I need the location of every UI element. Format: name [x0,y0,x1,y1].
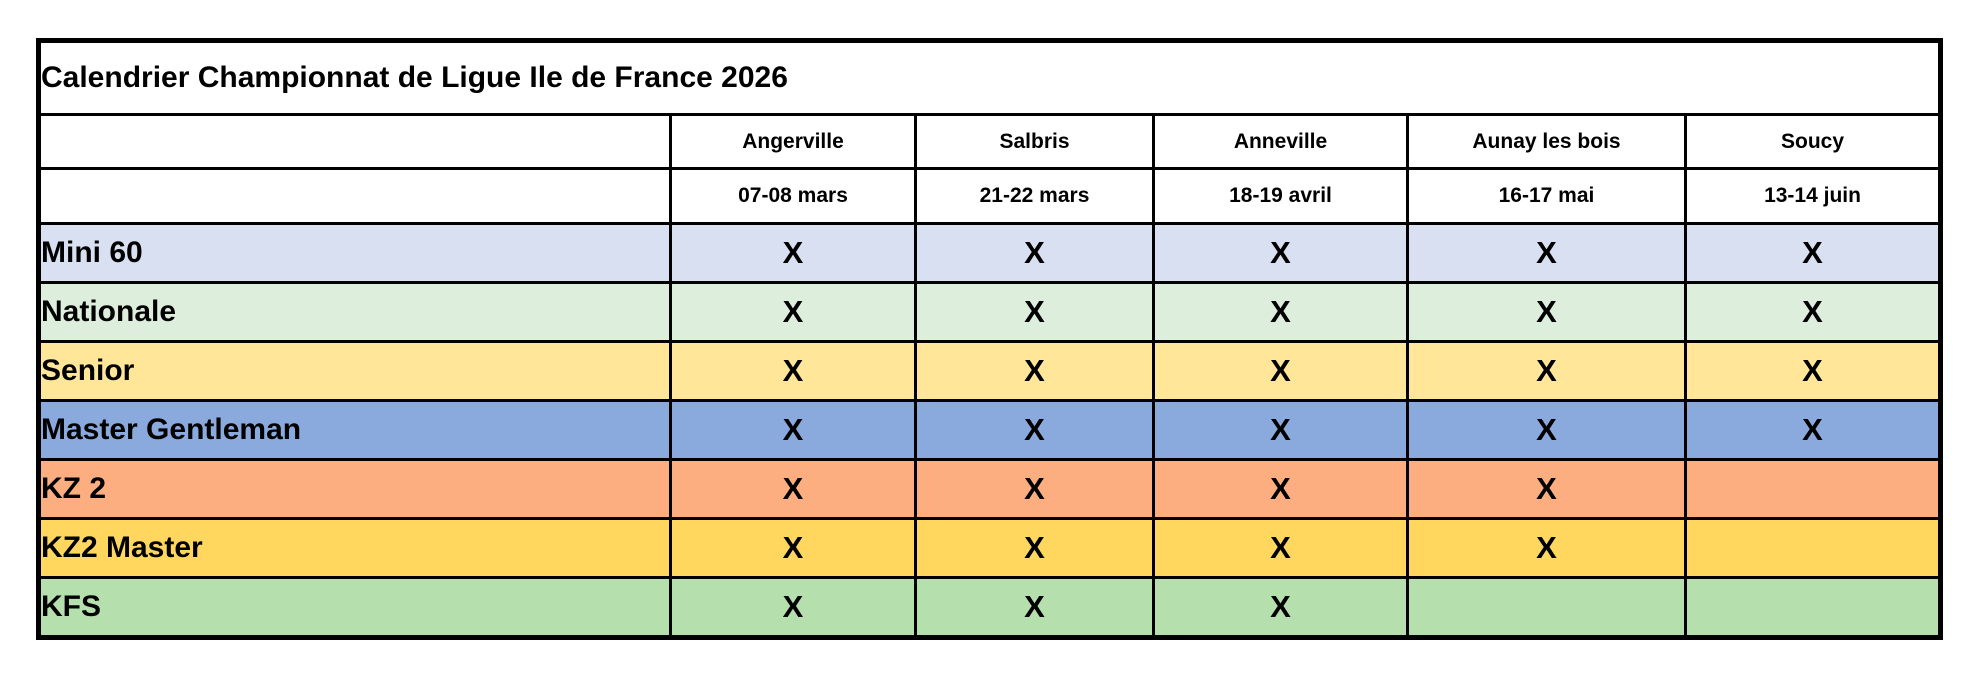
participation-mark-cell: X [669,458,917,520]
empty-corner-cell [37,113,672,170]
category-label: KZ 2 [37,458,672,520]
participation-mark-cell: X [669,576,917,639]
participation-mark-cell: X [669,517,917,579]
event-date-salbris: 21-22 mars [914,167,1155,225]
participation-mark-cell: X [669,222,917,284]
venue-header-soucy: Soucy [1683,113,1943,170]
participation-mark-cell: X [914,281,1155,343]
event-date-anneville: 18-19 avril [1152,167,1409,225]
category-row-nationale: Nationale X X X X X [37,281,1943,343]
participation-mark-cell: X [1683,222,1943,284]
event-date-soucy: 13-14 juin [1683,167,1943,225]
participation-mark-cell: X [1683,399,1943,461]
participation-mark-cell: X [669,340,917,402]
category-label: Mini 60 [37,222,672,284]
participation-mark-cell [1683,576,1943,639]
category-row-kz2-master: KZ2 Master X X X X [37,517,1943,579]
participation-mark-cell: X [1683,281,1943,343]
participation-mark-cell: X [1406,517,1687,579]
participation-mark-cell: X [914,399,1155,461]
category-label: Nationale [37,281,672,343]
category-label: KZ2 Master [37,517,672,579]
category-label: Senior [37,340,672,402]
event-date-angerville: 07-08 mars [669,167,917,225]
participation-mark-cell: X [1152,517,1409,579]
venue-header-row: Angerville Salbris Anneville Aunay les b… [37,113,1943,170]
page: Calendrier Championnat de Ligue Ile de F… [36,38,1944,640]
category-label: Master Gentleman [37,399,672,461]
participation-mark-cell: X [1152,399,1409,461]
participation-mark-cell: X [914,222,1155,284]
participation-mark-cell: X [914,340,1155,402]
venue-header-anneville: Anneville [1152,113,1409,170]
calendar-table: Calendrier Championnat de Ligue Ile de F… [36,38,1944,640]
participation-mark-cell: X [1152,458,1409,520]
participation-mark-cell: X [1406,340,1687,402]
participation-mark-cell: X [1152,340,1409,402]
table-title: Calendrier Championnat de Ligue Ile de F… [36,39,1943,116]
participation-mark-cell: X [1152,576,1409,639]
participation-mark-cell: X [669,399,917,461]
participation-mark-cell: X [914,458,1155,520]
participation-mark-cell: X [1406,222,1687,284]
participation-mark-cell: X [914,517,1155,579]
participation-mark-cell: X [1683,340,1943,402]
category-row-kz-2: KZ 2 X X X X [37,458,1943,520]
participation-mark-cell [1406,576,1687,639]
category-label: KFS [37,576,672,639]
participation-mark-cell: X [1152,281,1409,343]
participation-mark-cell: X [1152,222,1409,284]
participation-mark-cell [1683,458,1943,520]
category-row-kfs: KFS X X X [37,576,1943,639]
venue-header-angerville: Angerville [669,113,917,170]
participation-mark-cell: X [669,281,917,343]
empty-corner-cell [37,167,672,225]
participation-mark-cell [1683,517,1943,579]
event-date-aunay-les-bois: 16-17 mai [1406,167,1687,225]
date-header-row: 07-08 mars 21-22 mars 18-19 avril 16-17 … [37,167,1943,225]
category-row-master-gentleman: Master Gentleman X X X X X [37,399,1943,461]
venue-header-aunay-les-bois: Aunay les bois [1406,113,1687,170]
category-row-senior: Senior X X X X X [37,340,1943,402]
category-row-mini-60: Mini 60 X X X X X [37,222,1943,284]
participation-mark-cell: X [914,576,1155,639]
participation-mark-cell: X [1406,399,1687,461]
venue-header-salbris: Salbris [914,113,1155,170]
participation-mark-cell: X [1406,458,1687,520]
title-row: Calendrier Championnat de Ligue Ile de F… [36,39,1943,116]
participation-mark-cell: X [1406,281,1687,343]
